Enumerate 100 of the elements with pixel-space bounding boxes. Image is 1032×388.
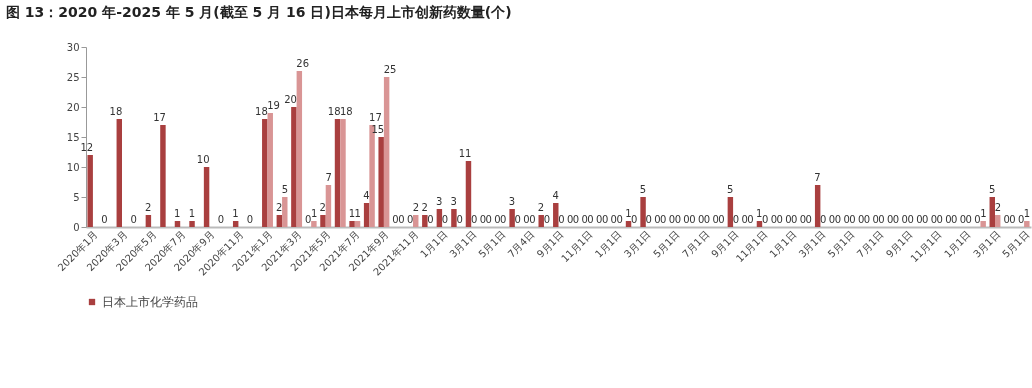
data-label: 0 (776, 214, 783, 225)
data-label: 0 (936, 214, 943, 225)
data-label: 0 (951, 214, 958, 225)
bar (553, 203, 559, 227)
y-tick-label: 20 (66, 101, 80, 113)
bar (625, 221, 632, 227)
data-label: 0 (974, 214, 981, 225)
bar (276, 215, 283, 227)
data-label: 2 (421, 202, 428, 213)
y-tick-label: 10 (66, 161, 80, 173)
bar (1024, 221, 1030, 227)
bar (727, 197, 734, 227)
data-label: 0 (406, 214, 414, 225)
data-label: 0 (572, 214, 580, 225)
data-label: 0 (101, 214, 108, 225)
x-tick-label: 7月1日 (854, 228, 886, 260)
bar (174, 221, 181, 227)
data-label: 0 (305, 214, 312, 225)
data-label: 2 (412, 202, 420, 213)
data-label: 0 (945, 214, 952, 225)
data-label: 0 (601, 214, 609, 225)
bar (325, 185, 332, 227)
data-label: 0 (820, 214, 827, 225)
bar (538, 215, 544, 227)
data-label: 1 (188, 208, 196, 219)
data-label: 0 (930, 214, 938, 225)
bar (640, 197, 646, 227)
data-label: 1 (174, 208, 181, 219)
y-tick-label: 0 (73, 221, 80, 233)
data-label: 0 (683, 214, 690, 225)
data-label: 0 (857, 214, 865, 225)
data-label: 4 (552, 190, 559, 201)
data-label: 0 (668, 214, 676, 225)
data-label: 0 (566, 214, 574, 225)
data-label: 0 (761, 214, 769, 225)
data-label: 0 (770, 214, 778, 225)
data-label: 0 (645, 214, 652, 225)
data-label: 0 (959, 214, 967, 225)
bar (296, 71, 303, 227)
bar (451, 209, 457, 227)
data-label: 26 (296, 58, 310, 69)
y-tick-label: 25 (66, 71, 80, 83)
data-label: 0 (916, 214, 923, 225)
data-label: 1 (756, 208, 763, 219)
data-label: 0 (130, 214, 137, 225)
data-label: 3 (436, 196, 443, 207)
data-label: 18 (339, 106, 353, 117)
x-tick-label: 7月4日 (505, 228, 537, 260)
data-label: 0 (246, 214, 254, 225)
bar (383, 77, 390, 227)
data-label: 0 (456, 214, 463, 225)
data-label: 0 (791, 214, 798, 225)
data-label: 0 (514, 214, 521, 225)
data-label: 0 (485, 214, 492, 225)
data-label: 0 (479, 214, 487, 225)
data-label: 0 (805, 214, 812, 225)
x-tick-label: 5月1日 (1000, 228, 1032, 260)
data-label: 0 (878, 214, 885, 225)
bar (980, 221, 986, 227)
bar (311, 221, 317, 227)
data-label: 0 (689, 214, 696, 225)
bar (203, 167, 210, 227)
x-tick-label: 3月1日 (971, 228, 1003, 260)
data-label: 0 (630, 214, 638, 225)
bar (422, 215, 428, 227)
bar (320, 215, 326, 227)
data-label: 0 (747, 214, 754, 225)
data-label: 0 (558, 214, 565, 225)
data-label: 17 (369, 112, 382, 123)
data-label: 0 (921, 214, 929, 225)
data-label: 11 (458, 148, 472, 159)
data-label: 0 (703, 214, 711, 225)
data-label: 7 (814, 172, 821, 183)
data-label: 3 (450, 196, 457, 207)
data-label: 25 (383, 64, 397, 75)
data-label: 0 (892, 214, 900, 225)
data-label: 5 (988, 184, 996, 195)
data-label: 3 (508, 196, 516, 207)
data-label: 0 (398, 214, 405, 225)
data-label: 0 (828, 214, 836, 225)
data-label: 1 (354, 208, 361, 219)
data-label: 0 (872, 214, 879, 225)
data-label: 0 (732, 214, 740, 225)
data-label: 5 (726, 184, 734, 195)
bar (116, 119, 123, 227)
bar (232, 221, 239, 227)
x-tick-label: 5月1日 (651, 228, 682, 260)
data-label: 4 (363, 190, 370, 201)
data-label: 0 (718, 214, 725, 225)
data-label: 0 (1009, 214, 1016, 225)
data-label: 1 (625, 208, 632, 219)
data-label: 0 (523, 214, 530, 225)
data-label: 0 (887, 214, 894, 225)
bar (145, 215, 152, 227)
data-label: 2 (994, 202, 1002, 213)
data-label: 0 (529, 214, 536, 225)
data-label: 0 (470, 214, 478, 225)
data-label: 0 (965, 214, 972, 225)
data-label: 1 (1023, 208, 1031, 219)
bar (160, 125, 166, 227)
